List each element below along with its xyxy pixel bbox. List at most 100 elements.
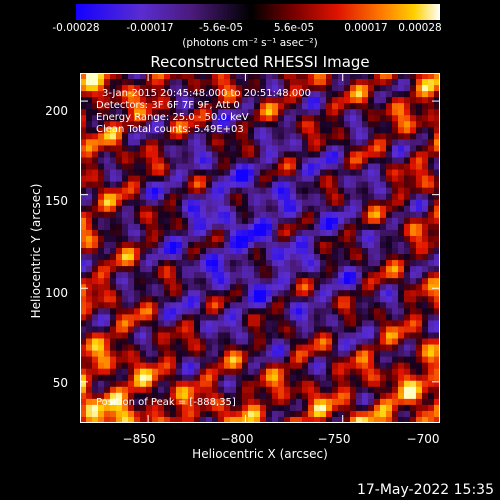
heatmap-cell <box>296 266 303 273</box>
heatmap-cell <box>284 398 291 406</box>
heatmap-cell <box>146 266 153 273</box>
heatmap-cell <box>320 103 327 110</box>
annotation-clean: Clean Total counts: 5.49E+03 <box>96 124 244 135</box>
heatmap-cell <box>242 350 249 358</box>
heatmap-cell <box>260 97 267 104</box>
heatmap-cell <box>98 193 105 201</box>
heatmap-cell <box>350 356 357 364</box>
heatmap-cell <box>332 163 339 170</box>
heatmap-cell <box>272 223 279 231</box>
heatmap-cell <box>176 284 183 291</box>
y-tick-label: 150 <box>45 194 68 208</box>
heatmap-cell <box>422 362 429 370</box>
heatmap-cell <box>362 296 369 303</box>
heatmap-cell <box>272 157 279 164</box>
heatmap-cell <box>86 344 93 351</box>
heatmap-cell <box>278 248 285 255</box>
heatmap-cell <box>218 260 225 267</box>
heatmap-cell <box>344 157 351 164</box>
heatmap-cell <box>128 223 135 231</box>
heatmap-cell <box>128 320 135 327</box>
heatmap-cell <box>314 169 321 176</box>
heatmap-cell <box>296 344 303 351</box>
heatmap-cell <box>194 332 201 339</box>
heatmap-cell <box>350 175 357 183</box>
heatmap-cell <box>104 229 111 237</box>
heatmap-cell <box>200 157 207 164</box>
heatmap-cell <box>188 320 195 327</box>
heatmap-cell <box>110 241 117 249</box>
heatmap-cell <box>410 109 417 116</box>
heatmap-cell <box>254 73 261 80</box>
heatmap-cell <box>236 368 243 376</box>
heatmap-cell <box>146 241 153 249</box>
heatmap-cell <box>434 290 440 297</box>
heatmap-cell <box>146 79 153 86</box>
heatmap-cell <box>272 314 279 321</box>
heatmap-cell <box>398 272 405 279</box>
heatmap-cell <box>230 308 237 315</box>
heatmap-cell <box>368 416 375 423</box>
heatmap-cell <box>416 416 423 423</box>
heatmap-cell <box>128 386 135 394</box>
heatmap-cell <box>272 217 279 225</box>
heatmap-cell <box>416 91 423 98</box>
heatmap-cell <box>86 121 93 128</box>
heatmap-cell <box>314 205 321 213</box>
heatmap-cell <box>290 278 297 285</box>
heatmap-cell <box>80 169 87 176</box>
heatmap-cell <box>86 235 93 243</box>
heatmap-cell <box>242 115 249 122</box>
heatmap-cell <box>230 320 237 327</box>
heatmap-cell <box>314 235 321 243</box>
heatmap-cell <box>416 235 423 243</box>
heatmap-cell <box>392 223 399 231</box>
heatmap-cell <box>122 380 129 388</box>
heatmap-cell <box>392 163 399 170</box>
heatmap-cell <box>368 175 375 183</box>
heatmap-cell <box>254 368 261 376</box>
heatmap-cell <box>428 97 435 104</box>
heatmap-cell <box>260 338 267 345</box>
heatmap-cell <box>278 302 285 309</box>
heatmap-cell <box>230 254 237 261</box>
heatmap-cell <box>398 350 405 358</box>
heatmap-cell <box>110 79 117 86</box>
heatmap-cell <box>98 127 105 134</box>
heatmap-cell <box>194 181 201 189</box>
heatmap-cell <box>350 272 357 279</box>
heatmap-cell <box>386 392 393 400</box>
heatmap-cell <box>158 139 165 146</box>
heatmap-cell <box>254 163 261 170</box>
heatmap-cell <box>272 404 279 412</box>
heatmap-cell <box>152 416 159 423</box>
heatmap-cell <box>170 175 177 183</box>
heatmap-cell <box>314 145 321 152</box>
heatmap-cell <box>182 181 189 189</box>
heatmap-cell <box>434 175 440 183</box>
heatmap-cell <box>260 314 267 321</box>
heatmap-cell <box>224 133 231 140</box>
heatmap-cell <box>398 127 405 134</box>
heatmap-cell <box>230 344 237 351</box>
heatmap-cell <box>146 332 153 339</box>
heatmap-cell <box>398 151 405 158</box>
heatmap-cell <box>320 344 327 351</box>
heatmap-cell <box>98 115 105 122</box>
heatmap-cell <box>284 260 291 267</box>
heatmap-cell <box>248 374 255 382</box>
heatmap-cell <box>116 290 123 297</box>
heatmap-cell <box>284 356 291 364</box>
heatmap-cell <box>392 187 399 195</box>
heatmap-cell <box>200 338 207 345</box>
heatmap-cell <box>164 121 171 128</box>
heatmap-cell <box>224 151 231 158</box>
heatmap-cell <box>158 151 165 158</box>
heatmap-cell <box>206 308 213 315</box>
heatmap-cell <box>308 374 315 382</box>
heatmap-cell <box>278 260 285 267</box>
heatmap-cell <box>140 308 147 315</box>
heatmap-cell <box>434 266 440 273</box>
heatmap-cell <box>416 368 423 376</box>
heatmap-cell <box>188 374 195 382</box>
